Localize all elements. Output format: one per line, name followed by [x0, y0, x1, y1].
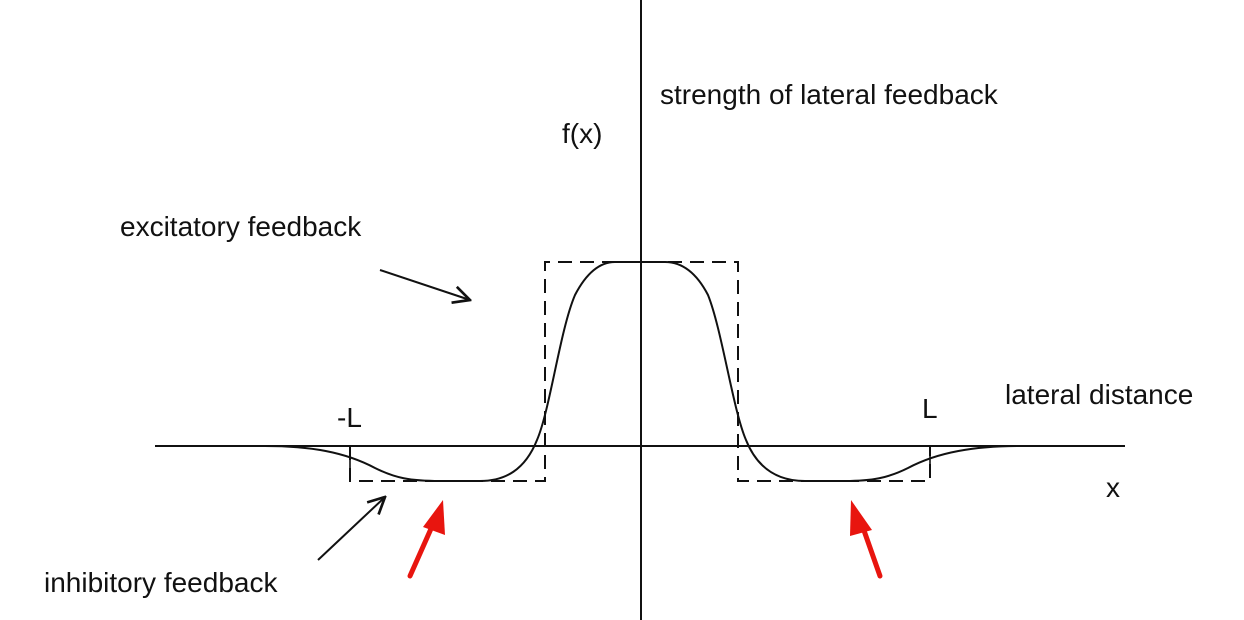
inhibitory-arrow: [317, 497, 385, 561]
inhibitory-label: inhibitory feedback: [44, 567, 278, 598]
excitatory-arrow: [379, 269, 470, 300]
plus-L-label: L: [922, 393, 938, 424]
y-axis-symbol: f(x): [562, 118, 602, 149]
feedback-curve: [264, 261, 1021, 482]
red-arrow-right: [850, 500, 883, 579]
y-axis-caption: strength of lateral feedback: [660, 79, 999, 110]
minus-L-label: -L: [337, 402, 362, 433]
excitatory-label: excitatory feedback: [120, 211, 362, 242]
x-axis-symbol: x: [1106, 472, 1120, 503]
step-function-dashed: [349, 261, 931, 482]
red-arrow-left: [407, 500, 445, 579]
x-axis-caption: lateral distance: [1005, 379, 1193, 410]
